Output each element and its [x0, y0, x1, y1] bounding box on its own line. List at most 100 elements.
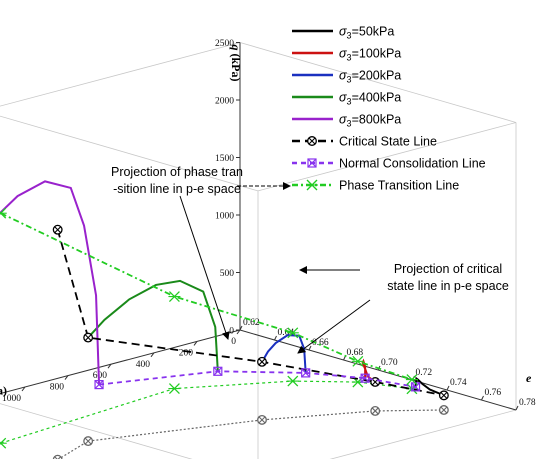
legend-subscript: 3 [347, 53, 352, 63]
circle-x-marker [257, 414, 267, 425]
series-line [261, 334, 307, 373]
circle-x-marker [257, 356, 267, 367]
e-tick-label: 0.74 [450, 378, 467, 388]
series-line [87, 279, 219, 372]
marker-x [307, 158, 317, 168]
legend-symbol: σ [339, 113, 347, 127]
star-x-marker [351, 355, 364, 367]
circle-x-marker [83, 436, 94, 447]
marker-box [301, 368, 311, 378]
e-tick-label: 0.68 [347, 348, 364, 358]
annotation-critical-state: state line in p-e space [387, 279, 509, 293]
q-axis-unit: (kPa) [229, 54, 243, 82]
marker-box [213, 366, 223, 376]
legend-symbol: σ [339, 47, 347, 61]
marker-x [84, 334, 92, 341]
series-line [0, 212, 413, 381]
legend-symbol: σ [339, 25, 347, 39]
p-axis-unit: (kPa) [0, 383, 7, 397]
legend-label: Critical State Line [339, 135, 437, 149]
legend-subscript: 3 [347, 31, 352, 41]
legend-label: σ3=400kPa [339, 91, 401, 107]
e-tick [481, 395, 484, 401]
marker-x [57, 456, 62, 459]
legend-label: σ3=200kPa [339, 69, 401, 85]
legend-subscript: 3 [347, 119, 352, 129]
e-tick [308, 345, 312, 351]
marker-x [54, 226, 62, 234]
q-tick-label: 1000 [215, 212, 234, 222]
marker-x [54, 456, 58, 459]
p-tick [236, 329, 241, 335]
star-x-marker [405, 374, 418, 386]
annotation-arrow-phase-projection [179, 195, 230, 340]
legend-value: =100kPa [352, 47, 402, 61]
star-x-marker [0, 437, 7, 449]
q-tick-label: 500 [220, 269, 235, 279]
p-tick [64, 375, 69, 380]
q-axis-letter: q [229, 45, 243, 54]
q-tick-label: 0 [229, 327, 234, 337]
marker-box [307, 158, 317, 168]
q-tick-label: 1500 [215, 154, 234, 164]
marker-x [258, 416, 266, 424]
e-tick-label: 0.70 [381, 358, 398, 368]
e-tick-label: 0.64 [278, 328, 295, 338]
q-tick-label: 2000 [215, 97, 234, 107]
legend-label: σ3=800kPa [339, 113, 401, 129]
annotation-phase-transition: Projection of phase tran [111, 165, 243, 179]
legend-subscript: 3 [347, 97, 352, 107]
marker-box [360, 373, 370, 383]
legend-subscript: 3 [347, 75, 352, 85]
p-tick [193, 341, 198, 346]
legend-label: Phase Transition Line [339, 179, 459, 193]
x-cross-marker [307, 158, 317, 168]
e-tick-label: 0.78 [519, 398, 536, 408]
p-tick-label: 600 [93, 371, 108, 381]
x-cross-marker [301, 368, 311, 378]
x-cross-marker [94, 380, 104, 390]
star-x-marker [168, 383, 181, 395]
p-tick [21, 386, 26, 392]
star-x-marker [286, 375, 299, 387]
marker-x [440, 391, 448, 399]
e-axis-title: e [526, 371, 532, 385]
critical-state-projection [57, 409, 444, 459]
x-cross-marker [213, 366, 223, 376]
legend-value: =200kPa [352, 69, 402, 83]
x-cross-marker [360, 373, 370, 383]
annotation-arrow-critical-projection [297, 299, 371, 354]
star-x-marker [168, 291, 181, 303]
q-axis-title: q (kPa) [229, 45, 243, 82]
p-tick [107, 363, 112, 369]
e-tick-label: 0.66 [312, 338, 329, 348]
box-edge [0, 42, 241, 107]
p-tick-label: 200 [179, 348, 194, 358]
marker-x [258, 358, 266, 366]
p-tick [150, 352, 155, 358]
marker-x [301, 368, 311, 378]
legend-value: =400kPa [352, 91, 402, 105]
marker-x [213, 366, 223, 376]
e-tick [239, 325, 243, 331]
box-edge [329, 409, 517, 459]
star-x-marker [286, 327, 299, 339]
circle-x-marker [438, 405, 449, 415]
legend-symbol: σ [339, 91, 347, 105]
p-tick-label: 800 [50, 383, 65, 393]
marker-x [411, 382, 420, 392]
marker-x [360, 373, 370, 383]
legend-label: Normal Consolidation Line [339, 157, 486, 171]
legend-value: =50kPa [352, 25, 395, 39]
legend-value: =800kPa [352, 113, 402, 127]
e-tick-label: 0.76 [485, 388, 502, 398]
p-tick-label: 1000 [2, 394, 21, 404]
star-x-marker [0, 207, 7, 219]
marker-x [94, 380, 104, 390]
circle-x-marker [52, 224, 63, 235]
circle-x-marker [307, 136, 317, 146]
box-edge [257, 122, 517, 192]
legend-label: σ3=100kPa [339, 47, 401, 63]
e-tick [446, 385, 450, 391]
